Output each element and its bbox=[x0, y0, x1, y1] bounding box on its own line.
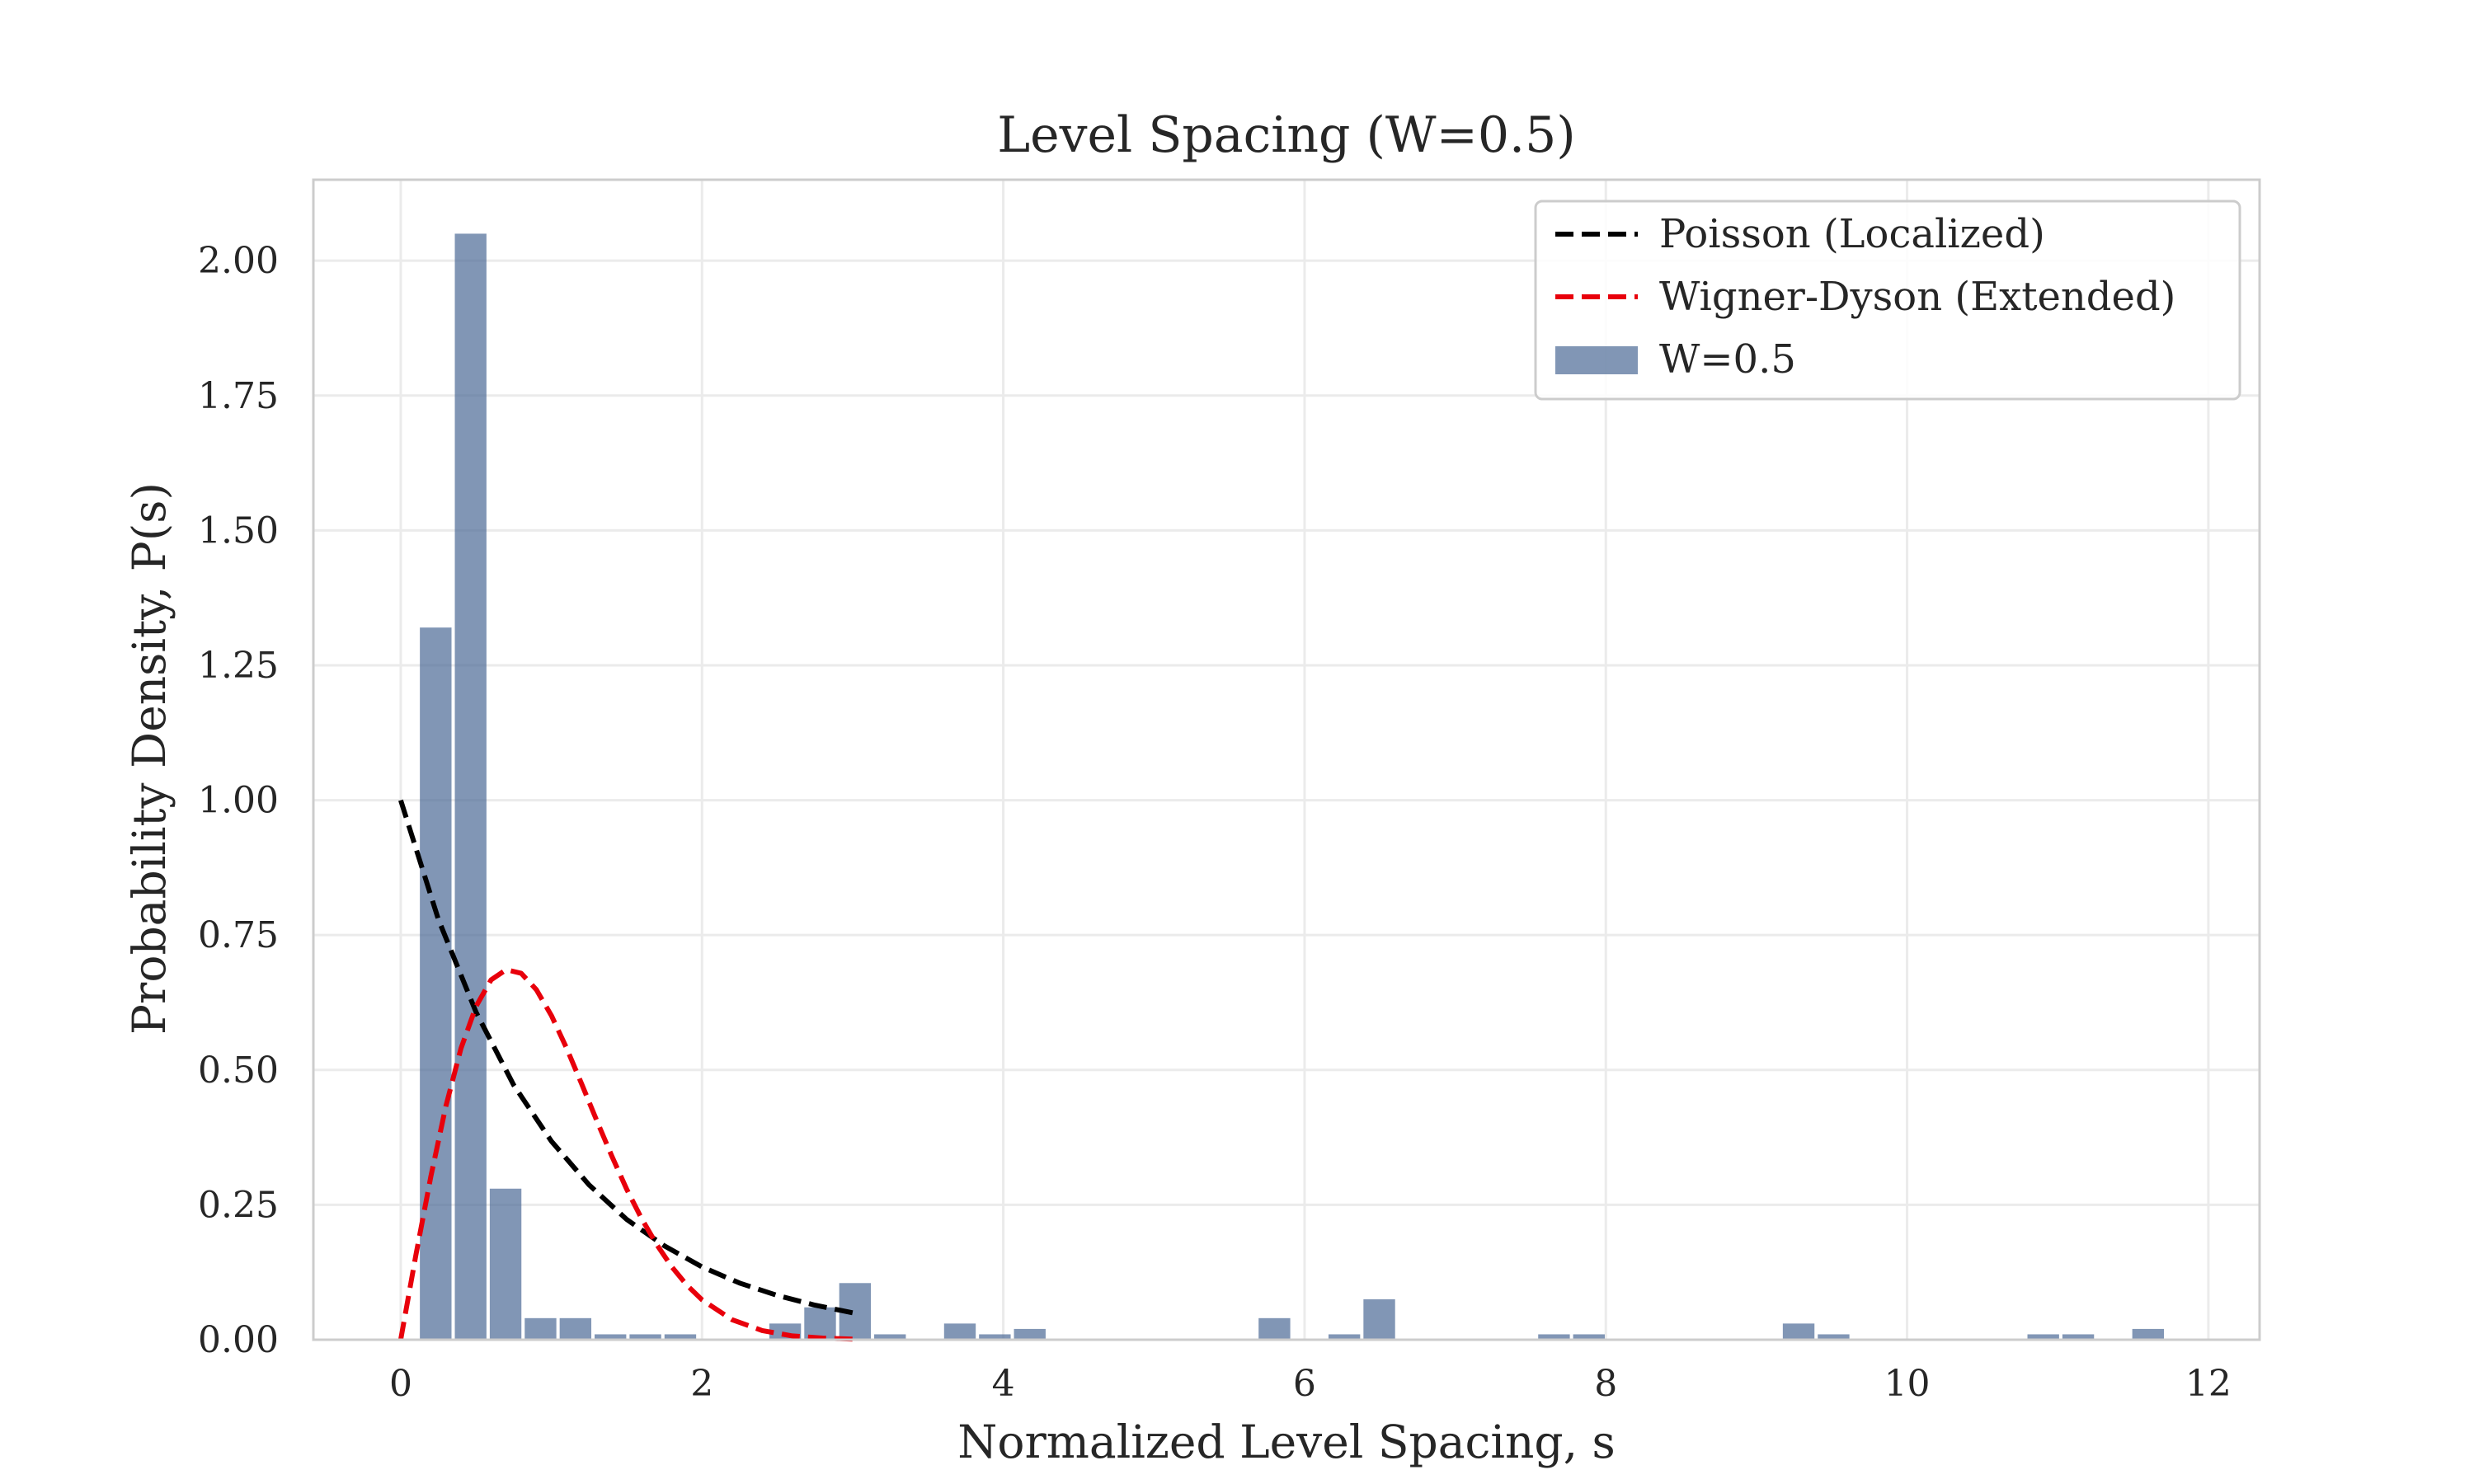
legend-label: Wigner-Dyson (Extended) bbox=[1659, 274, 2175, 320]
histogram-bars bbox=[420, 233, 2165, 1340]
histogram-bar bbox=[420, 627, 452, 1340]
histogram-bar bbox=[2027, 1334, 2059, 1340]
histogram-bar bbox=[874, 1334, 906, 1340]
histogram-bar bbox=[2132, 1328, 2165, 1340]
histogram-bar bbox=[1818, 1334, 1850, 1340]
legend: Poisson (Localized) Wigner-Dyson (Extende… bbox=[1534, 200, 2241, 401]
x-tick-label: 12 bbox=[2185, 1363, 2232, 1405]
legend-label: W=0.5 bbox=[1659, 336, 1796, 383]
y-tick-label: 0.25 bbox=[198, 1184, 279, 1226]
legend-patch-swatch bbox=[1555, 346, 1638, 374]
histogram-bar bbox=[1363, 1298, 1395, 1340]
x-tick-label: 2 bbox=[690, 1363, 713, 1405]
y-tick-label: 0.00 bbox=[198, 1319, 279, 1361]
y-tick-label: 0.50 bbox=[198, 1050, 279, 1092]
histogram-bar bbox=[2062, 1334, 2095, 1340]
histogram-bar bbox=[559, 1317, 592, 1340]
y-tick-label: 2.00 bbox=[198, 240, 279, 282]
y-tick-label: 1.00 bbox=[198, 780, 279, 822]
x-tick-label: 8 bbox=[1594, 1363, 1617, 1405]
histogram-bar bbox=[454, 233, 487, 1340]
y-tick-labels: 0.00 0.25 0.50 0.75 1.00 1.25 1.50 1.75 2.00 bbox=[198, 240, 279, 1361]
histogram-bar bbox=[1328, 1334, 1361, 1340]
chart-title: Level Spacing (W=0.5) bbox=[997, 106, 1575, 164]
y-tick-label: 1.25 bbox=[198, 645, 279, 687]
wigner-dyson-curve bbox=[397, 967, 854, 1342]
plot-frame bbox=[312, 178, 2261, 1341]
histogram-bar bbox=[1014, 1328, 1046, 1340]
legend-box bbox=[1534, 200, 2241, 401]
histogram-bar bbox=[1782, 1323, 1815, 1340]
histogram-bar bbox=[664, 1334, 697, 1340]
y-axis-label: Probability Density, P(s) bbox=[123, 482, 176, 1035]
histogram-bar bbox=[1538, 1334, 1570, 1340]
y-tick-label: 1.50 bbox=[198, 510, 279, 552]
x-tick-label: 0 bbox=[389, 1363, 412, 1405]
histogram-bar bbox=[804, 1307, 836, 1340]
x-axis-label: Normalized Level Spacing, s bbox=[957, 1416, 1616, 1468]
histogram-bar bbox=[1573, 1334, 1605, 1340]
histogram-bar bbox=[979, 1334, 1011, 1340]
poisson-curve bbox=[398, 799, 854, 1316]
histogram-bar bbox=[524, 1317, 557, 1340]
histogram-bar bbox=[595, 1334, 627, 1340]
histogram-bar bbox=[943, 1323, 976, 1340]
histogram-bar bbox=[629, 1334, 661, 1340]
x-tick-label: 4 bbox=[992, 1363, 1015, 1405]
y-tick-label: 0.75 bbox=[198, 914, 279, 956]
x-tick-label: 6 bbox=[1293, 1363, 1316, 1405]
curves bbox=[397, 799, 854, 1342]
x-tick-labels: 0 2 4 6 8 10 12 bbox=[389, 1363, 2232, 1405]
legend-label: Poisson (Localized) bbox=[1659, 211, 2045, 257]
histogram-bar bbox=[1258, 1317, 1291, 1340]
x-tick-label: 10 bbox=[1884, 1363, 1931, 1405]
histogram-bar bbox=[489, 1188, 522, 1340]
y-tick-label: 1.75 bbox=[198, 375, 279, 417]
